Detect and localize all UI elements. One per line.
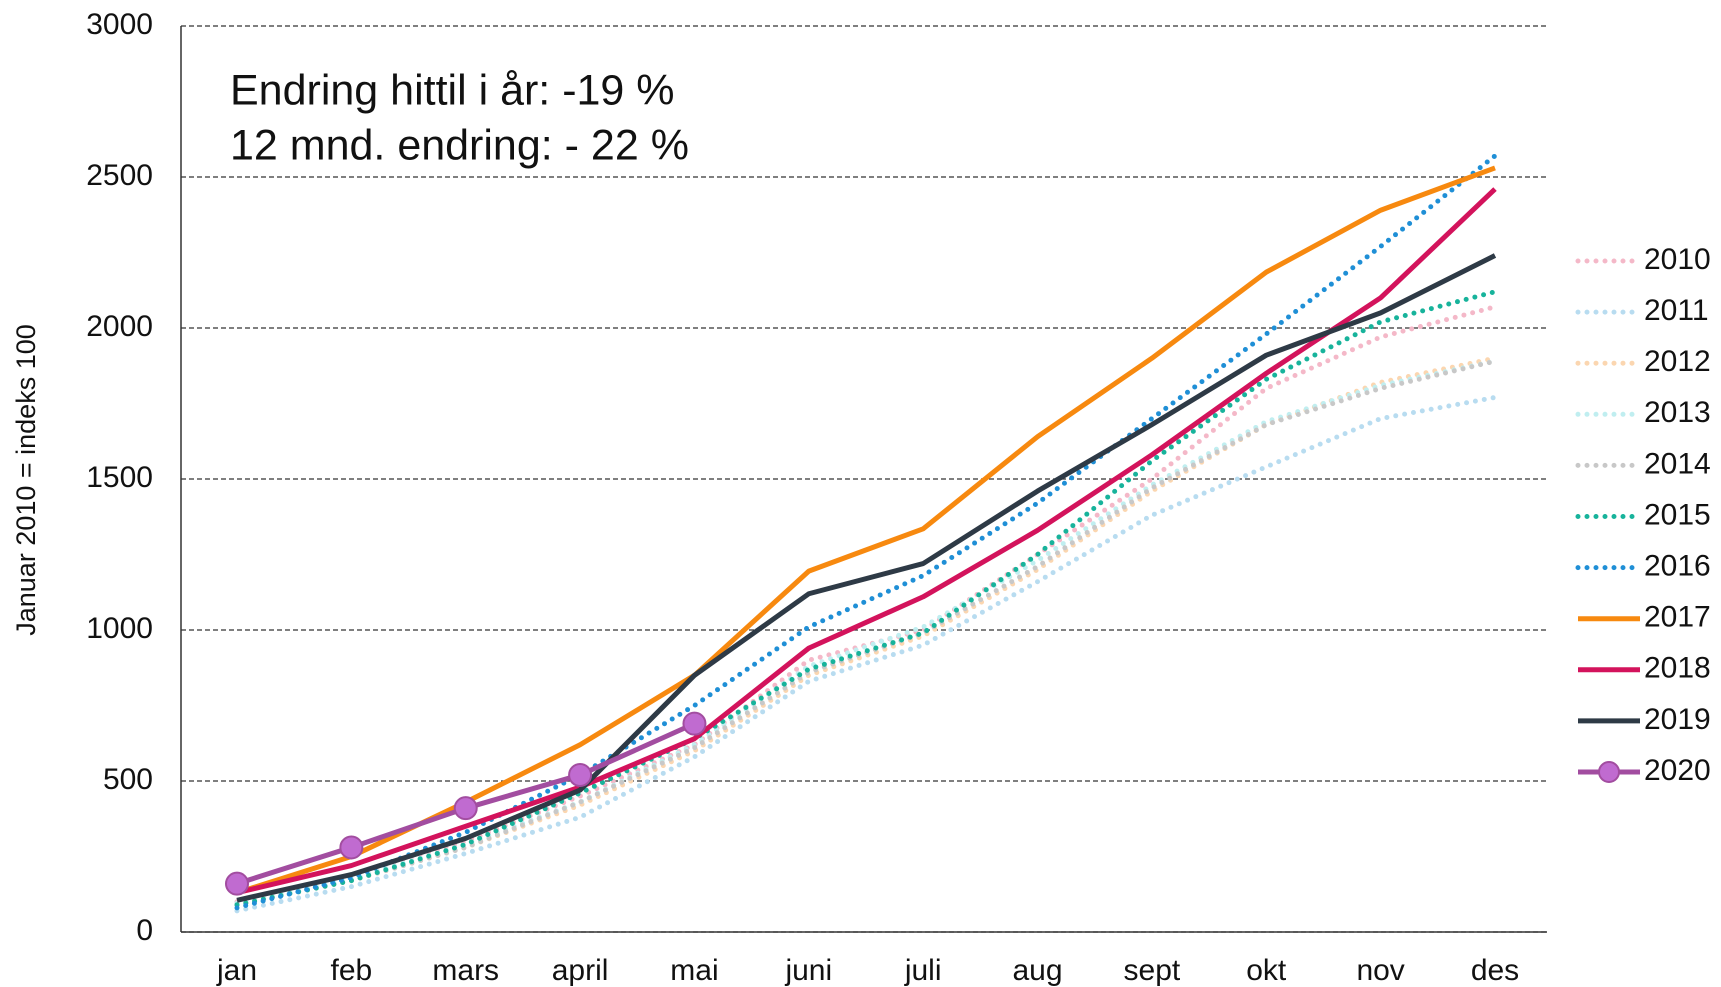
legend-label: 2016 [1644, 550, 1711, 583]
x-tick-label: okt [1246, 954, 1287, 987]
y-tick-label: 2000 [86, 310, 153, 343]
x-tick-label: juni [784, 954, 832, 987]
legend-label: 2018 [1644, 652, 1711, 685]
series-line [236, 187, 1497, 896]
legend-label: 2017 [1644, 601, 1711, 634]
y-tick-label: 500 [103, 763, 153, 796]
y-tick-label: 3000 [86, 8, 153, 41]
x-tick-label: april [552, 954, 609, 987]
series-marker [682, 711, 707, 736]
x-tick-label: des [1471, 954, 1519, 987]
series-marker [339, 835, 364, 860]
x-tick-label: aug [1013, 954, 1063, 987]
legend-label: 2014 [1644, 447, 1711, 480]
legend-label: 2015 [1644, 498, 1711, 531]
x-tick-label: mai [670, 954, 718, 987]
series-marker [225, 871, 249, 896]
y-tick-label: 1500 [86, 461, 153, 494]
legend-label: 2020 [1644, 754, 1711, 787]
y-axis-label: Januar 2010 = indeks 100 [11, 324, 41, 636]
legend-label: 2012 [1644, 345, 1711, 378]
x-tick-label: feb [331, 954, 373, 987]
series-line [234, 289, 1498, 908]
x-tick-label: juli [904, 954, 942, 987]
x-tick-label: jan [216, 954, 257, 987]
series-marker [568, 762, 593, 787]
series-line [234, 153, 1498, 911]
series-marker [453, 796, 478, 821]
y-tick-label: 1000 [86, 612, 153, 645]
series-line [234, 304, 1498, 905]
legend-label: 2019 [1644, 703, 1711, 736]
y-tick-label: 2500 [86, 159, 153, 192]
series-line [236, 165, 1496, 896]
annotation: 12 mnd. endring: - 22 % [230, 121, 689, 169]
legend-label: 2011 [1644, 294, 1709, 327]
annotation: Endring hittil i år: -19 % [230, 66, 675, 114]
x-tick-label: nov [1356, 954, 1404, 987]
series-line [236, 253, 1497, 903]
legend-label: 2010 [1644, 243, 1711, 276]
series-line [234, 394, 1498, 914]
x-tick-label: mars [432, 954, 499, 987]
legend-label: 2013 [1644, 396, 1711, 429]
y-tick-label: 0 [136, 914, 153, 947]
legend-marker [1598, 761, 1620, 783]
x-tick-label: sept [1124, 954, 1181, 987]
